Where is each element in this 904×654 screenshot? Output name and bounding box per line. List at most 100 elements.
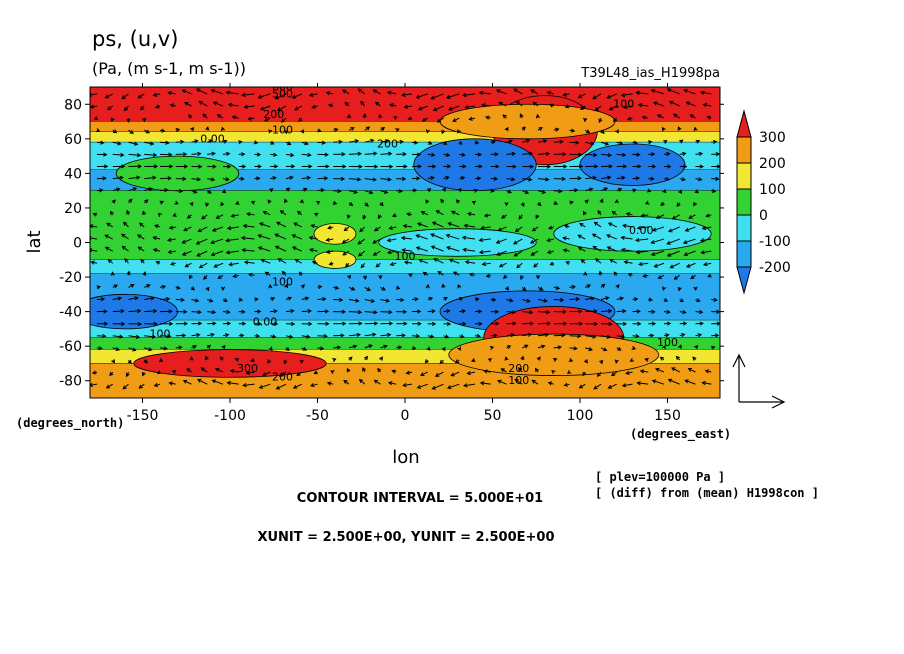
vector-arrow (514, 379, 523, 385)
vector-arrowhead (538, 127, 543, 131)
vector-arrow (499, 102, 507, 107)
vector-arrowhead (266, 359, 271, 364)
vector-arrowhead (145, 129, 151, 134)
contour-band (90, 259, 720, 274)
contour-band (90, 87, 720, 122)
vector-arrowhead (291, 246, 297, 251)
vector-arrowhead (354, 139, 360, 144)
vector-arrowhead (334, 285, 340, 290)
vector-arrowhead (514, 378, 519, 383)
vector-arrowhead (133, 141, 139, 146)
vector-arrowhead (96, 285, 101, 290)
vector-arrow (226, 91, 239, 95)
vector-arrowhead (276, 221, 281, 226)
vector-arrowhead (445, 94, 451, 100)
colorbar-label: 100 (759, 182, 786, 198)
vector-arrowhead (283, 198, 288, 203)
vector-arrow (247, 213, 255, 216)
vector-arrow (262, 371, 271, 376)
vector-arrowhead (673, 275, 678, 280)
vector-arrow (326, 92, 334, 95)
vector-arrow (226, 238, 239, 242)
vector-arrowhead (559, 297, 565, 303)
vector-arrowhead (346, 214, 351, 220)
vector-arrowhead (183, 321, 189, 326)
vector-arrowhead (323, 334, 328, 339)
vector-arrow (625, 371, 633, 374)
vector-arrowhead (341, 152, 346, 157)
vector-arrowhead (154, 104, 160, 109)
vector-arrowhead (633, 297, 639, 302)
vector-arrow (244, 105, 255, 108)
vector-arrowhead (280, 118, 286, 123)
vector-arrowhead (403, 164, 408, 169)
vector-arrowhead (270, 140, 275, 145)
vector-arrowhead (157, 370, 162, 375)
vector-arrowhead (399, 139, 405, 144)
vector-arrow (531, 250, 539, 256)
vector-arrowhead (336, 345, 342, 350)
vector-arrowhead (208, 139, 213, 144)
vector-arrowhead (393, 116, 398, 121)
vector-arrow (462, 93, 476, 97)
vector-arrowhead (215, 215, 220, 219)
vector-arrowhead (466, 211, 472, 217)
vector-arrow (144, 335, 156, 338)
vector-arrowhead (225, 151, 231, 157)
vector-arrowhead (106, 222, 111, 227)
vector-arrowhead (687, 368, 693, 372)
vector-arrowhead (283, 129, 289, 135)
x-tick-label: -50 (306, 408, 329, 424)
vector-arrowhead (363, 355, 369, 361)
vector-arrow (522, 152, 533, 155)
vector-arrow (270, 310, 277, 313)
vector-arrow (514, 250, 523, 257)
vector-arrowhead (606, 175, 612, 180)
vector-arrowhead (416, 222, 422, 227)
vector-arrowhead (373, 321, 379, 326)
vector-arrowhead (117, 296, 123, 301)
vector-arrow (128, 347, 136, 351)
vector-arrow (348, 190, 358, 194)
vector-arrowhead (622, 223, 627, 228)
vector-arrowhead (498, 263, 504, 268)
vector-arrow (513, 88, 523, 95)
vector-arrowhead (461, 235, 467, 240)
vector-arrow (453, 271, 460, 276)
vector-arrowhead (210, 252, 216, 257)
vector-arrowhead (138, 384, 143, 389)
vector-arrowhead (543, 298, 548, 303)
vector-arrow (185, 262, 192, 268)
vector-arrowhead (644, 357, 649, 362)
vector-arrowhead (454, 359, 460, 364)
vector-arrowhead (228, 262, 233, 267)
vector-arrowhead (174, 200, 179, 205)
vector-arrowhead (142, 271, 147, 276)
vector-arrowhead (698, 309, 704, 315)
vector-arrowhead (422, 271, 427, 276)
vector-arrowhead (386, 90, 392, 95)
vector-arrowhead (596, 372, 601, 378)
vector-arrowhead (201, 215, 206, 220)
vector-arrow (427, 310, 435, 313)
vector-arrowhead (448, 106, 453, 111)
vector-arrowhead (260, 258, 265, 263)
vector-arrowhead (210, 88, 215, 93)
colorbar-extend-max (736, 109, 752, 138)
vector-arrowhead (504, 356, 509, 361)
vector-arrowhead (606, 94, 611, 99)
vector-arrowhead (90, 104, 95, 109)
vector-arrowhead (650, 239, 655, 245)
vector-arrowhead (649, 333, 655, 338)
vector-arrowhead (189, 201, 194, 207)
vector-arrowhead (389, 261, 395, 267)
vector-arrowhead (300, 284, 305, 289)
vector-arrowhead (621, 175, 626, 180)
vector-arrowhead (332, 358, 337, 363)
vector-arrowhead (583, 117, 588, 123)
vector-arrowhead (323, 176, 329, 181)
vector-arrowhead (495, 239, 501, 244)
vector-arrow (553, 141, 563, 143)
vector-arrowhead (214, 367, 220, 372)
vector-arrowhead (490, 188, 495, 193)
